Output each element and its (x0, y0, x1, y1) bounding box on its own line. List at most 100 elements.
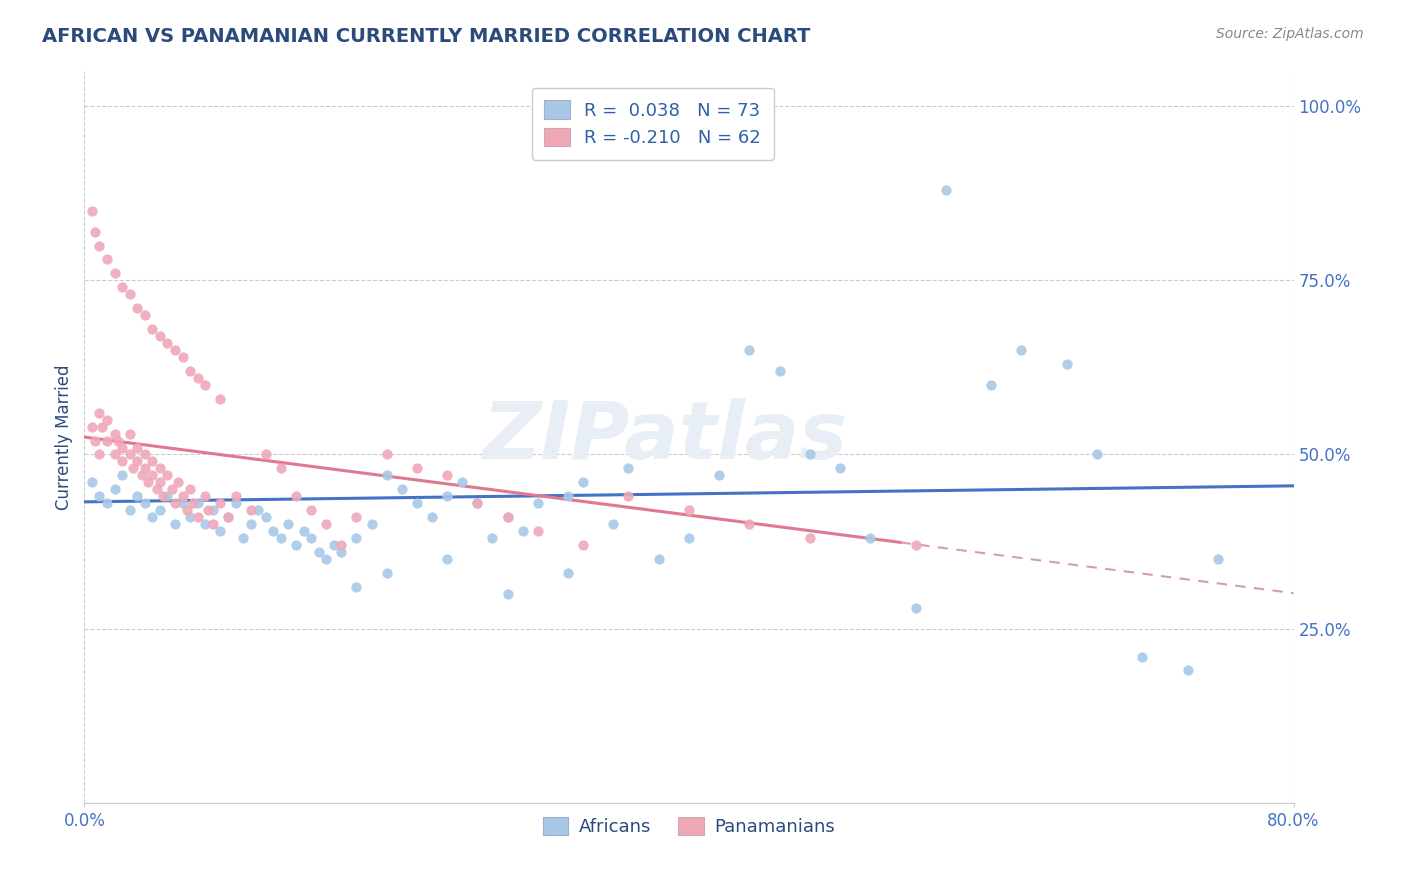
Point (527, 496, 550, 510)
Point (165, 343, 187, 357)
Point (738, 343, 761, 357)
Point (270, 461, 292, 475)
Point (602, 517, 624, 532)
Point (179, 364, 201, 378)
Point (904, 600, 927, 615)
Point (217, 510, 239, 524)
Point (572, 475, 595, 490)
Point (209, 524, 232, 538)
Point (104, 483, 127, 497)
Point (436, 552, 458, 566)
Point (111, 454, 134, 468)
Point (799, 448, 821, 462)
Point (165, 517, 187, 532)
Point (285, 538, 308, 552)
Point (172, 350, 194, 364)
Point (1011, 343, 1033, 357)
Point (247, 503, 270, 517)
Text: AFRICAN VS PANAMANIAN CURRENTLY MARRIED CORRELATION CHART: AFRICAN VS PANAMANIAN CURRENTLY MARRIED … (42, 27, 810, 45)
Point (118, 426, 141, 441)
Point (299, 503, 322, 517)
Point (285, 489, 308, 503)
Point (179, 510, 201, 524)
Point (346, 580, 368, 594)
Point (197, 503, 219, 517)
Point (96, 412, 118, 426)
Point (239, 503, 262, 517)
Point (149, 461, 172, 475)
Point (172, 489, 194, 503)
Point (187, 510, 209, 524)
Point (89, 489, 111, 503)
Point (136, 475, 159, 490)
Point (315, 517, 337, 532)
Y-axis label: Currently Married: Currently Married (55, 364, 73, 510)
Point (496, 587, 519, 601)
Point (1085, 448, 1108, 462)
Point (330, 545, 353, 559)
Point (330, 538, 353, 552)
Point (481, 531, 503, 545)
Point (141, 454, 163, 468)
Point (557, 489, 579, 503)
Point (277, 517, 299, 532)
Point (91, 419, 114, 434)
Point (935, 183, 957, 197)
Point (451, 475, 474, 490)
Point (254, 448, 277, 462)
Point (84, 225, 107, 239)
Point (557, 566, 579, 580)
Point (111, 441, 134, 455)
Point (80, 203, 103, 218)
Point (346, 531, 368, 545)
Point (80, 475, 103, 490)
Point (830, 461, 852, 475)
Point (156, 336, 179, 351)
Point (111, 280, 134, 294)
Point (738, 517, 761, 532)
Point (156, 489, 179, 503)
Point (181, 496, 204, 510)
Point (134, 496, 156, 510)
Point (315, 552, 337, 566)
Point (149, 475, 172, 490)
Point (799, 531, 821, 545)
Point (149, 329, 172, 343)
Point (141, 510, 163, 524)
Point (187, 371, 209, 385)
Point (1056, 357, 1078, 371)
Point (89, 448, 111, 462)
Point (980, 377, 1002, 392)
Point (89, 238, 111, 252)
Text: ZIPatlas: ZIPatlas (482, 398, 848, 476)
Point (617, 489, 640, 503)
Point (572, 538, 595, 552)
Point (262, 524, 284, 538)
Point (134, 448, 156, 462)
Point (375, 448, 398, 462)
Point (436, 468, 458, 483)
Point (270, 531, 292, 545)
Point (225, 489, 247, 503)
Point (391, 483, 413, 497)
Point (156, 468, 179, 483)
Point (420, 510, 443, 524)
Point (134, 461, 156, 475)
Point (617, 461, 640, 475)
Legend: Africans, Panamanians: Africans, Panamanians (534, 807, 844, 845)
Point (859, 531, 882, 545)
Point (152, 489, 174, 503)
Point (308, 545, 330, 559)
Point (118, 287, 141, 301)
Point (172, 496, 194, 510)
Point (648, 552, 671, 566)
Point (678, 531, 700, 545)
Point (375, 566, 398, 580)
Point (127, 301, 149, 316)
Point (209, 392, 232, 406)
Point (104, 266, 127, 280)
Point (104, 426, 127, 441)
Point (187, 496, 209, 510)
Point (118, 448, 141, 462)
Point (194, 489, 217, 503)
